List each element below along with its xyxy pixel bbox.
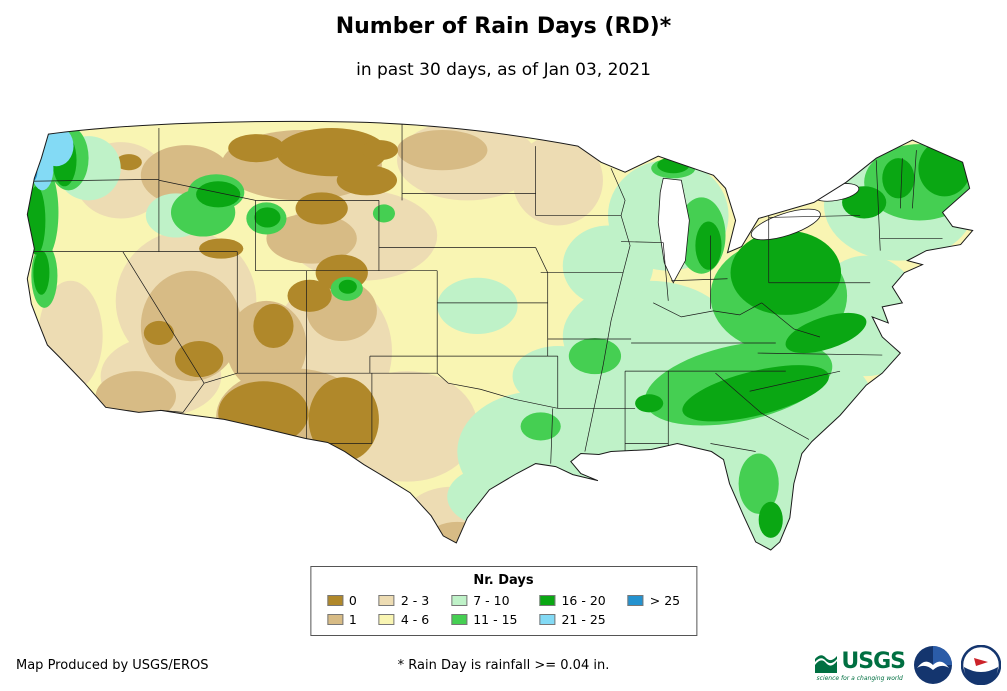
legend-swatch xyxy=(326,614,343,625)
legend-item: 4 - 6 xyxy=(378,612,430,627)
us-rain-days-map xyxy=(26,120,974,551)
legend-grid: 0 1 2 - 3 4 - 6 7 - 10 11 - 15 xyxy=(326,593,681,627)
legend-label: 16 - 20 xyxy=(561,593,606,608)
legend-swatch xyxy=(378,614,395,625)
legend-label: 2 - 3 xyxy=(400,593,430,608)
legend-item: 0 xyxy=(326,593,357,608)
legend-item: 21 - 25 xyxy=(539,612,606,627)
state-boundaries xyxy=(28,122,943,464)
legend-label: 21 - 25 xyxy=(561,612,606,627)
legend-swatch xyxy=(451,614,468,625)
nws-logo-icon xyxy=(961,645,1001,685)
legend-item: 2 - 3 xyxy=(378,593,430,608)
lake-michigan xyxy=(657,177,690,284)
legend-item: 7 - 10 xyxy=(451,593,517,608)
legend-swatch xyxy=(378,595,395,606)
page-subtitle: in past 30 days, as of Jan 03, 2021 xyxy=(356,60,651,80)
legend-swatch xyxy=(539,614,556,625)
legend-swatch xyxy=(627,595,644,606)
usgs-logo: USGS science for a changing world xyxy=(814,648,906,682)
legend-item: > 25 xyxy=(627,593,681,608)
agency-logos: USGS science for a changing world xyxy=(814,645,1001,685)
legend-swatch xyxy=(451,595,468,606)
us-outline xyxy=(26,120,974,551)
legend-swatch xyxy=(539,595,556,606)
legend-item: 16 - 20 xyxy=(539,593,606,608)
legend-label: 0 xyxy=(348,593,357,608)
legend-label: 1 xyxy=(348,612,357,627)
legend-swatch xyxy=(326,595,343,606)
map-credit: Map Produced by USGS/EROS xyxy=(16,658,209,673)
legend-label: > 25 xyxy=(649,593,681,608)
legend-label: 4 - 6 xyxy=(400,612,430,627)
legend: Nr. Days 0 1 2 - 3 4 - 6 7 - 10 xyxy=(309,566,698,636)
usgs-logo-text: USGS xyxy=(841,648,906,674)
legend-item: 1 xyxy=(326,612,357,627)
page-title: Number of Rain Days (RD)* xyxy=(335,14,672,39)
map-container xyxy=(10,120,997,556)
noaa-logo-icon xyxy=(914,646,952,684)
legend-title: Nr. Days xyxy=(473,573,534,588)
region-layer-0-days xyxy=(115,128,399,462)
usgs-logo-tagline: science for a changing world xyxy=(816,674,903,682)
legend-label: 7 - 10 xyxy=(473,593,510,608)
legend-label: 11 - 15 xyxy=(473,612,518,627)
rain-day-footnote: * Rain Day is rainfall >= 0.04 in. xyxy=(397,658,610,673)
usgs-wave-icon xyxy=(815,654,838,673)
legend-item: 11 - 15 xyxy=(451,612,517,627)
